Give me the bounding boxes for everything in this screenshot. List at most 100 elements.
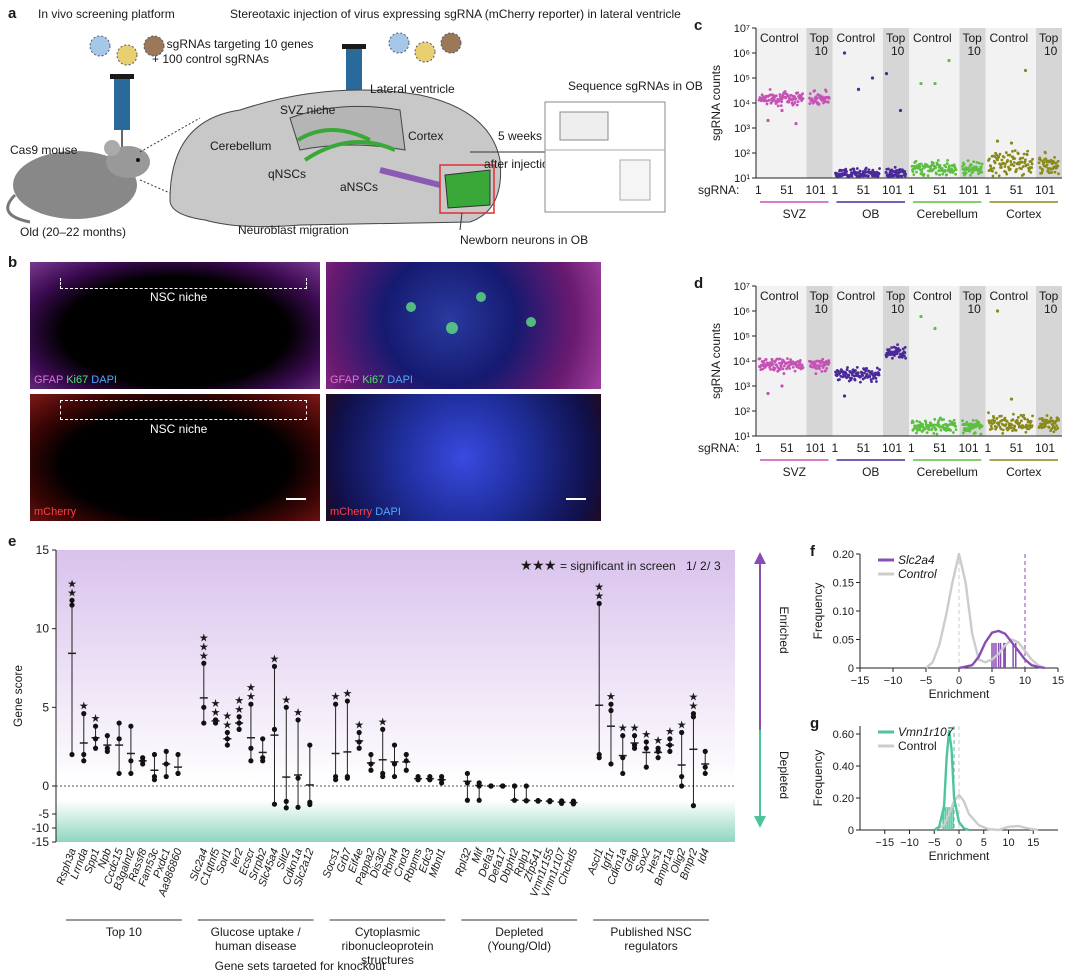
data-point <box>947 164 951 168</box>
significance-star: ★ <box>67 587 77 599</box>
significance-star: ★ <box>79 701 89 713</box>
x-prefix: sgRNA: <box>698 441 739 455</box>
top10-region <box>959 28 986 178</box>
arrow-head <box>754 552 766 564</box>
data-point <box>868 375 872 379</box>
x-tick-label: 51 <box>780 441 794 455</box>
data-point <box>964 171 968 175</box>
data-point <box>979 167 983 171</box>
data-point <box>655 748 661 754</box>
group-label: (Young/Old) <box>487 939 551 953</box>
data-point <box>1019 413 1023 417</box>
data-point <box>1038 156 1042 160</box>
top-label: Top <box>1039 31 1059 45</box>
series-line <box>925 552 1046 670</box>
data-point <box>81 751 87 758</box>
data-point <box>1037 161 1041 165</box>
data-point <box>953 421 957 425</box>
top-label: 10 <box>967 302 981 316</box>
data-point <box>771 362 775 366</box>
data-point <box>608 761 614 767</box>
scale-bar <box>286 498 306 500</box>
data-point <box>1000 158 1004 162</box>
x-tick-label: 101 <box>1035 183 1055 197</box>
data-point <box>271 726 278 732</box>
data-point <box>1012 412 1015 416</box>
data-point <box>1001 428 1005 432</box>
top-label: Top <box>886 31 906 45</box>
data-point <box>800 363 804 367</box>
outlier-point <box>884 71 889 76</box>
library-line1: 50 sgRNAs targeting 10 genes <box>150 37 313 51</box>
data-point <box>969 163 973 167</box>
x-tick-label: 1 <box>908 183 915 197</box>
data-point <box>989 424 993 428</box>
outlier-point <box>766 391 770 396</box>
data-point <box>608 701 614 707</box>
data-point <box>765 99 768 103</box>
legend-star: ★ <box>520 557 533 573</box>
data-point <box>667 736 673 742</box>
data-point <box>769 367 772 371</box>
data-point <box>69 597 75 603</box>
legend-label: Slc2a4 <box>898 553 935 567</box>
data-point <box>1022 172 1026 176</box>
data-point <box>993 419 997 423</box>
data-point <box>762 359 766 363</box>
data-point <box>224 736 230 742</box>
data-point <box>938 163 942 167</box>
outlier-point <box>933 81 937 86</box>
data-point <box>783 90 787 93</box>
data-point <box>1044 157 1048 161</box>
group-label: Cerebellum <box>917 465 978 479</box>
data-point <box>760 93 764 97</box>
data-point <box>1014 429 1018 432</box>
data-point <box>820 369 824 373</box>
data-point <box>903 345 907 349</box>
data-point <box>820 360 824 364</box>
data-point <box>798 361 802 365</box>
data-point <box>814 372 818 376</box>
data-point <box>773 366 777 370</box>
y-tick-label: 10⁴ <box>733 356 750 368</box>
outlier-point <box>842 51 847 55</box>
x-tick-label: 101 <box>805 441 825 455</box>
data-point <box>236 720 242 726</box>
data-point <box>791 365 795 369</box>
data-point <box>260 736 266 742</box>
data-point <box>1025 153 1029 157</box>
data-point <box>1008 153 1012 157</box>
data-point <box>962 163 966 166</box>
panel-letter-f: f <box>810 543 816 560</box>
significance-star: ★ <box>630 723 640 735</box>
data-point <box>992 416 996 420</box>
data-point <box>915 431 918 435</box>
data-point <box>1042 160 1046 164</box>
legend-star: ★ <box>532 557 545 573</box>
y-tick-label: 0.20 <box>833 793 854 805</box>
data-point <box>923 427 927 431</box>
data-point <box>991 169 994 173</box>
y-tick-label: 0.40 <box>833 761 854 773</box>
panel-letter-c: c <box>694 17 702 34</box>
data-point <box>961 419 964 423</box>
outlier-point <box>870 76 875 80</box>
data-point <box>547 799 553 805</box>
data-point <box>523 783 529 789</box>
x-tick-label: 5 <box>981 837 987 849</box>
data-point <box>824 100 828 104</box>
panel-a: a In vivo screening platform Stereotaxic… <box>6 5 703 247</box>
data-point <box>993 161 997 165</box>
data-point <box>535 798 541 804</box>
data-point <box>971 419 975 422</box>
data-point <box>1024 158 1027 162</box>
y-tick-label: 10⁷ <box>734 281 750 293</box>
data-point <box>846 366 849 369</box>
outlier-point <box>919 81 923 86</box>
x-tick-label: −10 <box>900 837 919 849</box>
data-point <box>825 366 829 370</box>
data-point <box>1020 419 1023 423</box>
data-point <box>163 773 169 780</box>
data-point <box>1020 160 1024 164</box>
